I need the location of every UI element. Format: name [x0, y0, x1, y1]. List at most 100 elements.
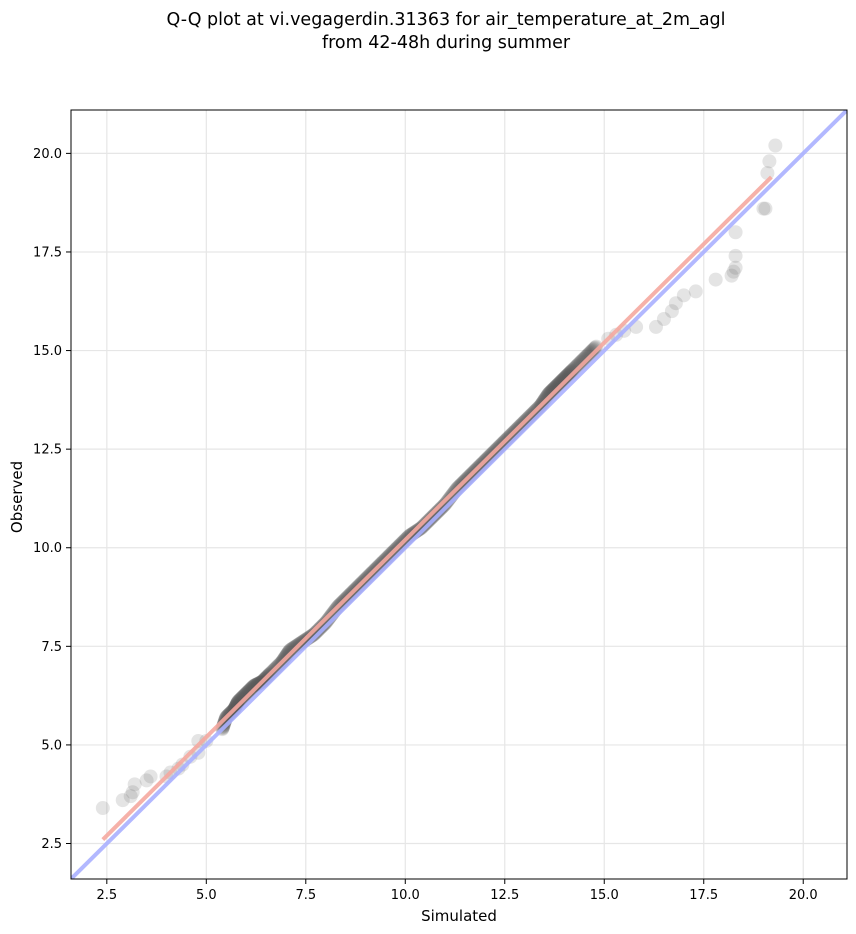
qq-point — [241, 683, 256, 698]
qq-point — [562, 366, 577, 381]
qq-point — [688, 284, 703, 299]
qq-point — [668, 296, 683, 311]
y-tick-label: 20.0 — [33, 147, 62, 162]
qq-point — [239, 686, 254, 701]
qq-point — [572, 356, 587, 371]
qq-point — [573, 355, 588, 370]
y-tick-label: 17.5 — [33, 245, 62, 260]
qq-point — [585, 343, 600, 358]
qq-point — [281, 644, 296, 659]
qq-point — [233, 691, 248, 706]
qq-point — [728, 225, 743, 240]
qq-point — [540, 387, 555, 402]
qq-point — [724, 268, 739, 283]
x-tick-label: 2.5 — [96, 888, 117, 903]
qq-point — [583, 345, 598, 360]
qq-point — [429, 505, 444, 520]
qq-point — [244, 681, 259, 696]
qq-point — [570, 358, 585, 373]
qq-point — [564, 364, 579, 379]
qq-point — [199, 733, 214, 748]
qq-point — [414, 521, 429, 536]
qq-point — [307, 626, 322, 641]
qq-point — [435, 499, 450, 514]
qq-point — [561, 367, 576, 382]
qq-point — [559, 368, 574, 383]
x-tick-label: 17.5 — [689, 888, 718, 903]
qq-point — [571, 357, 586, 372]
qq-point — [248, 678, 263, 693]
qq-point — [217, 716, 232, 731]
qq-point — [306, 627, 321, 642]
qq-point — [582, 346, 597, 361]
qq-point — [139, 773, 154, 788]
qq-point — [554, 373, 569, 388]
qq-point — [587, 341, 602, 356]
qq-point — [230, 695, 245, 710]
qq-point — [125, 785, 140, 800]
qq-point — [562, 366, 577, 381]
qq-point — [310, 624, 325, 639]
qq-point — [544, 384, 559, 399]
qq-point — [421, 514, 436, 529]
qq-point — [175, 757, 190, 772]
qq-point — [576, 352, 591, 367]
qq-point — [309, 624, 324, 639]
qq-point — [312, 621, 327, 636]
x-tick-label: 7.5 — [295, 888, 316, 903]
qq-point — [551, 376, 566, 391]
qq-point — [243, 682, 258, 697]
qq-point — [282, 643, 297, 658]
qq-point — [555, 372, 570, 387]
qq-point — [543, 385, 558, 400]
qq-point — [758, 201, 773, 216]
y-axis-label: Observed — [8, 461, 26, 533]
qq-point — [282, 644, 297, 659]
qq-point — [648, 319, 663, 334]
qq-point — [314, 619, 329, 634]
x-tick-label: 12.5 — [490, 888, 519, 903]
x-tick-label: 5.0 — [196, 888, 217, 903]
qq-point — [240, 685, 255, 700]
qq-point — [567, 361, 582, 376]
qq-point — [577, 351, 592, 366]
qq-point — [581, 347, 596, 362]
qq-point — [171, 761, 186, 776]
qq-point — [431, 504, 446, 519]
qq-point — [426, 508, 441, 523]
qq-point — [574, 353, 589, 368]
qq-point — [247, 678, 262, 693]
qq-point — [557, 371, 572, 386]
qq-point — [283, 642, 298, 657]
qq-point — [568, 359, 583, 374]
qq-point — [416, 518, 431, 533]
qq-point — [437, 498, 452, 513]
qq-point — [580, 348, 595, 363]
qq-point — [191, 733, 206, 748]
qq-point — [232, 693, 247, 708]
qq-point — [237, 688, 252, 703]
qq-point — [115, 793, 130, 808]
qq-point — [549, 379, 564, 394]
qq-point — [539, 389, 554, 404]
qq-point — [556, 372, 571, 387]
x-tick-label: 15.0 — [590, 888, 619, 903]
qq-point — [247, 678, 262, 693]
qq-point — [284, 642, 299, 657]
qq-point — [589, 339, 604, 354]
qq-point — [421, 513, 436, 528]
qq-point — [544, 383, 559, 398]
qq-point — [550, 377, 565, 392]
qq-point — [708, 272, 723, 287]
qq-point — [313, 620, 328, 635]
qq-point — [285, 641, 300, 656]
qq-point — [418, 516, 433, 531]
qq-point — [237, 687, 252, 702]
qq-point — [308, 625, 323, 640]
qq-point — [559, 369, 574, 384]
qq-point — [609, 327, 624, 342]
qq-point — [588, 340, 603, 355]
x-tick-label: 10.0 — [391, 888, 420, 903]
qq-point — [123, 789, 138, 804]
